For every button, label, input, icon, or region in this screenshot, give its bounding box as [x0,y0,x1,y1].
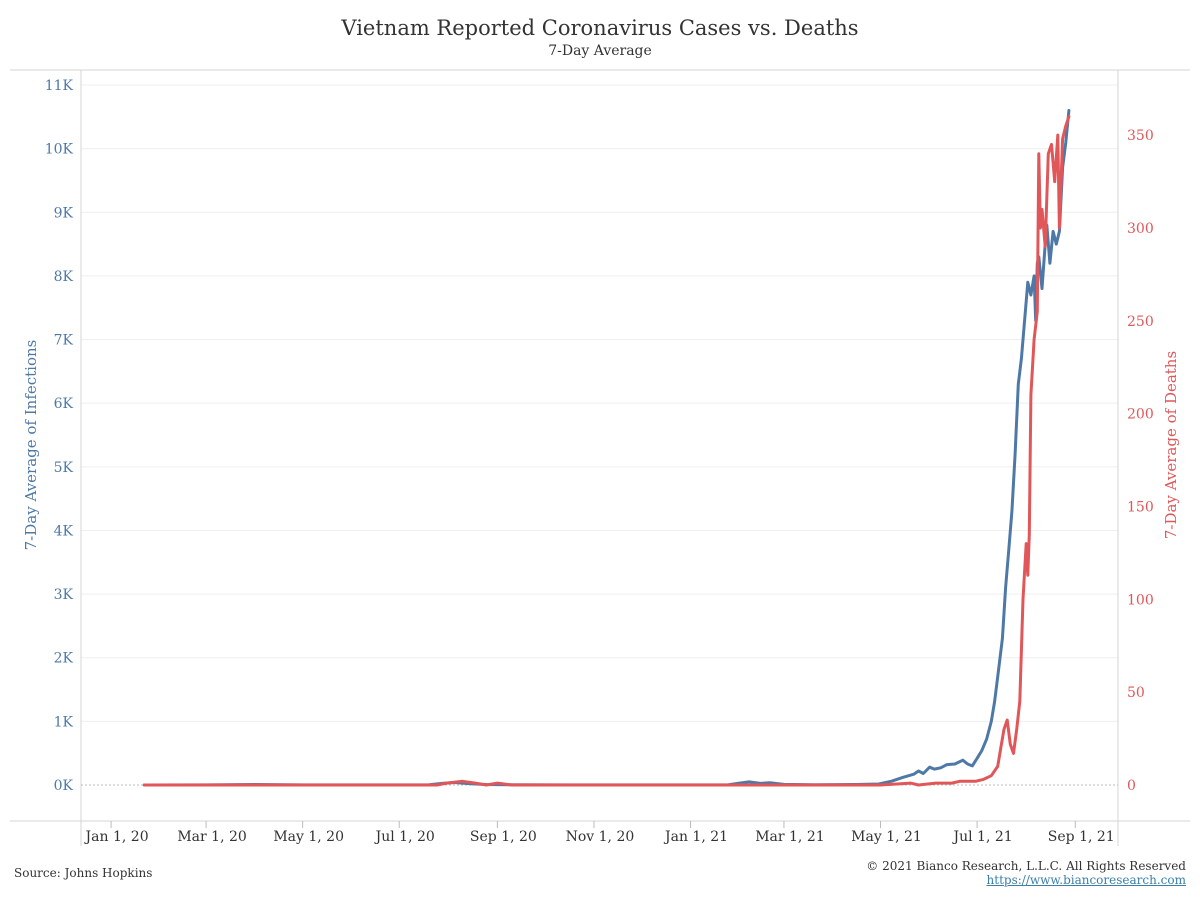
left-axis-ticks: 0K 1K 2K 3K 4K 5K 6K 7K 8K 9K 10K 11K [45,78,74,794]
left-axis-label: 7-Day Average of Infections [22,340,40,551]
left-tick-label: 3K [54,587,74,603]
cases-line [142,109,1071,787]
right-tick-label: 0 [1127,778,1136,794]
left-tick-label: 7K [54,333,74,349]
right-axis-label: 7-Day Average of Deaths [1162,351,1180,539]
x-axis-ticks: Jan 1, 20 Mar 1, 20 May 1, 20 Jul 1, 20 Sep … [84,821,1115,845]
left-tick-label: 1K [54,714,74,730]
right-tick-label: 100 [1127,592,1154,608]
right-tick-label: 350 [1127,128,1154,144]
website-link[interactable]: https://www.biancoresearch.com [986,873,1186,887]
x-tick-label: Jan 1, 20 [84,829,149,845]
x-tick-label: Mar 1, 21 [755,829,824,845]
x-tick-label: Jul 1, 21 [952,829,1013,845]
copyright-note: © 2021 Bianco Research, L.L.C. All Right… [866,859,1186,873]
series-lines [142,109,1071,787]
right-tick-label: 300 [1127,221,1154,237]
left-tick-label: 2K [54,651,74,667]
plot-frame [10,69,1190,846]
left-tick-label: 4K [54,523,74,539]
x-tick-label: Jan 1, 21 [663,829,728,845]
x-tick-label: Nov 1, 20 [566,829,635,845]
gridlines [81,84,1118,722]
chart-title: Vietnam Reported Coronavirus Cases vs. D… [341,16,859,40]
left-tick-label: 10K [45,142,74,158]
right-axis-ticks: 0 50 100 150 200 250 300 350 [1127,128,1154,794]
left-tick-label: 5K [54,460,74,476]
deaths-line [142,115,1071,787]
right-tick-label: 250 [1127,314,1154,330]
source-note: Source: Johns Hopkins [14,866,153,880]
left-tick-label: 0K [54,778,74,794]
right-tick-label: 50 [1127,685,1145,701]
x-tick-label: Sep 1, 20 [470,829,537,845]
right-tick-label: 150 [1127,499,1154,515]
x-tick-label: Mar 1, 20 [177,829,246,845]
x-tick-label: May 1, 21 [851,829,922,845]
x-tick-label: Jul 1, 20 [374,829,435,845]
left-tick-label: 9K [54,205,74,221]
right-tick-label: 200 [1127,407,1154,423]
chart-subtitle: 7-Day Average [548,43,652,59]
x-tick-label: May 1, 20 [273,829,344,845]
x-tick-label: Sep 1, 21 [1048,829,1115,845]
left-tick-label: 6K [54,396,74,412]
left-tick-label: 11K [45,78,74,94]
left-tick-label: 8K [54,269,74,285]
